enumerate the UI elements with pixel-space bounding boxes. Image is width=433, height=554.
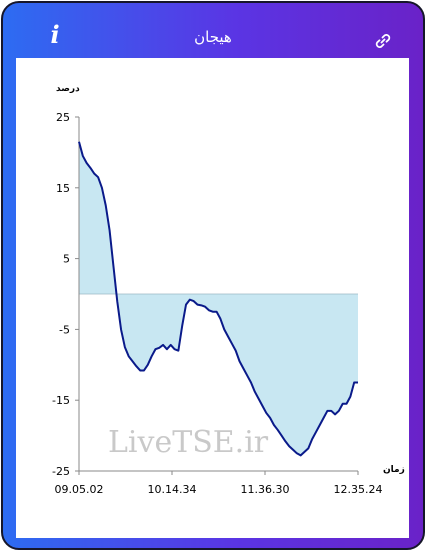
y-tick-label: -15 (52, 394, 70, 407)
area-chart: 25 15 5 -5 -15 -25 09.05.02 10.14.34 11.36.30 12.… (52, 111, 383, 496)
x-tick-label: 09.05.02 (55, 483, 104, 496)
y-axis-title: درصد (56, 84, 80, 94)
y-tick-label: 25 (56, 111, 70, 124)
y-tick-label: -5 (59, 323, 70, 336)
link-icon[interactable] (373, 31, 393, 51)
watermark: LiveTSE.ir (108, 425, 269, 460)
chart-panel: 25 15 5 -5 -15 -25 09.05.02 10.14.34 11.36.30 12.… (16, 58, 409, 538)
y-tick-label: -25 (52, 465, 70, 478)
chart-title: هیجان (194, 28, 232, 46)
area-fill (79, 141, 358, 456)
series-line (78, 141, 358, 457)
x-axis-title: زمان (383, 465, 405, 475)
y-tick-label: 15 (56, 182, 70, 195)
x-tick-label: 10.14.34 (148, 483, 197, 496)
chart-card: i هیجان 25 15 5 -5 -15 -25 09.05.02 10.14.34 11.… (1, 1, 425, 550)
card-header: i هیجان (3, 3, 423, 59)
info-icon[interactable]: i (50, 20, 60, 49)
x-tick-label: 12.35.24 (334, 483, 383, 496)
y-tick-label: 5 (63, 253, 70, 266)
x-tick-label: 11.36.30 (241, 483, 290, 496)
